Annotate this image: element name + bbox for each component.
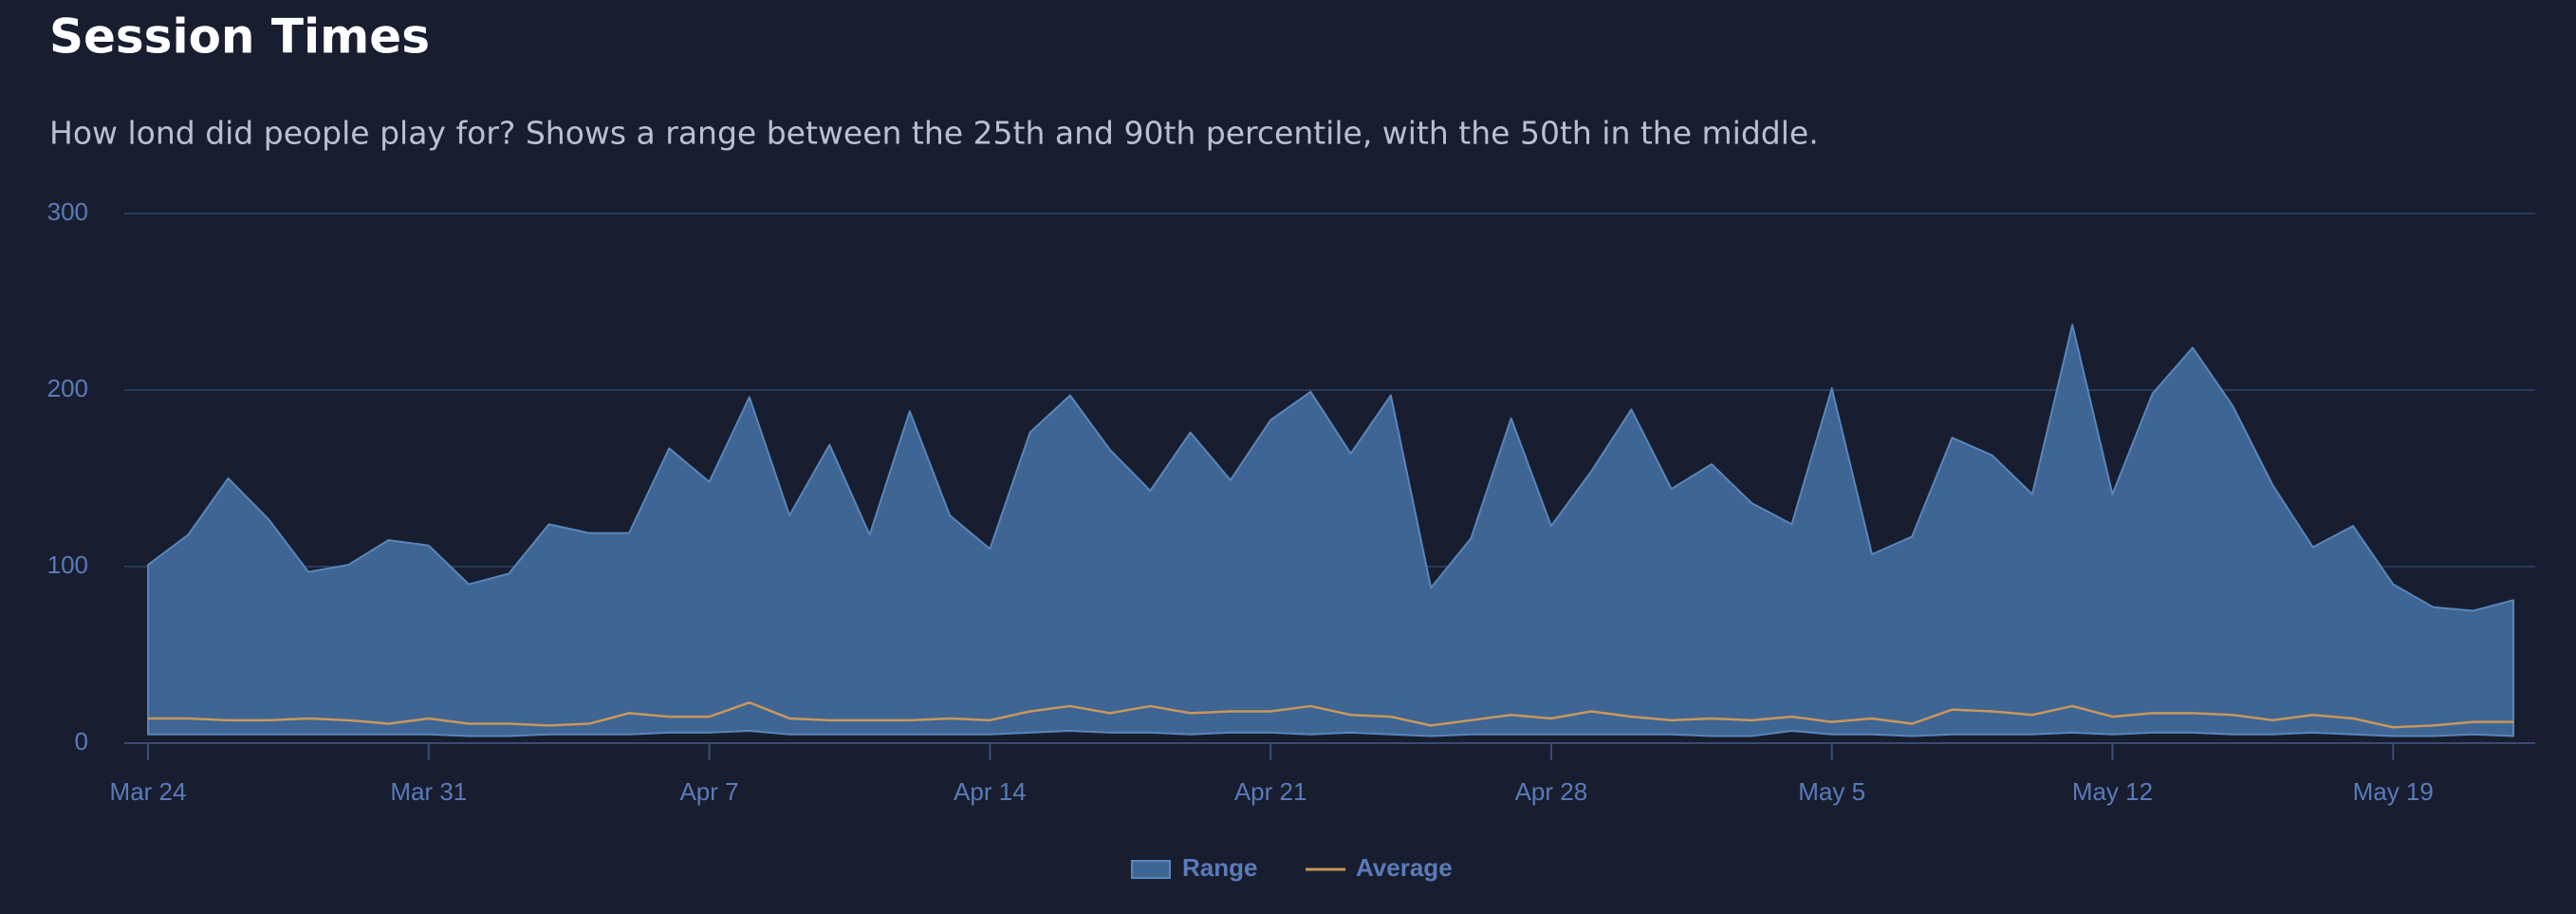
x-tick-label: Mar 24 [110, 777, 187, 806]
y-tick-label: 300 [47, 197, 88, 226]
average-line [148, 700, 2513, 729]
x-tick-label: May 19 [2353, 777, 2434, 806]
y-tick-label: 0 [75, 727, 88, 755]
x-tick-label: May 5 [1798, 777, 1865, 806]
legend-label: Average [1356, 853, 1453, 882]
chart-title: Session Times [49, 9, 430, 65]
x-tick-label: Apr 28 [1515, 777, 1588, 806]
x-tick-label: May 12 [2072, 777, 2153, 806]
x-tick-label: Mar 31 [390, 777, 467, 806]
y-tick-label: 100 [47, 550, 88, 579]
x-tick-label: Apr 7 [679, 777, 738, 806]
legend-swatch [1131, 860, 1171, 879]
chart-subtitle: How lond did people play for? Shows a ra… [49, 115, 1819, 152]
legend-label: Range [1182, 853, 1257, 882]
y-tick-label: 200 [47, 374, 88, 402]
range-area [147, 324, 2514, 737]
x-tick-label: Apr 21 [1234, 777, 1307, 806]
x-tick-label: Apr 14 [954, 777, 1027, 806]
